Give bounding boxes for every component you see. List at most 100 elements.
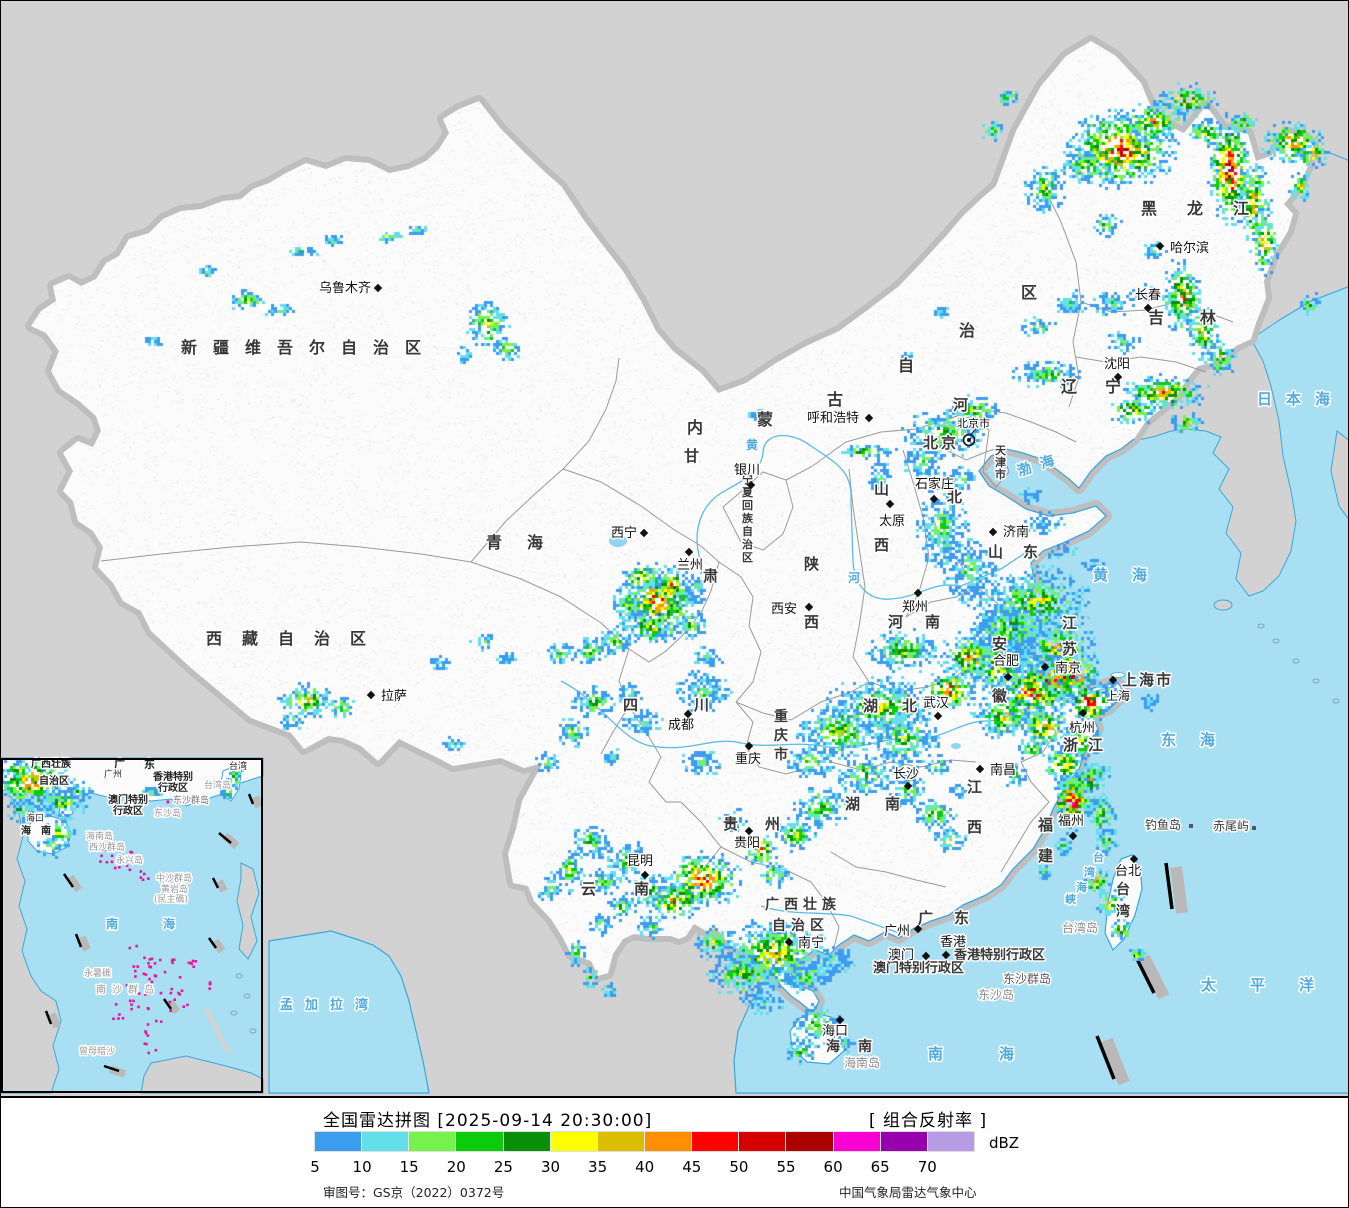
legend-tick: 60 [823,1158,843,1176]
province-label: 甘 [684,447,699,465]
legend-tick: 65 [870,1158,890,1176]
legend-swatch [880,1132,927,1151]
island-dot [146,1023,150,1026]
island-dot [134,975,137,978]
island-label: 东沙群岛 [1003,971,1051,986]
province-label: 建 [1038,847,1054,865]
legend-tick: 15 [399,1158,419,1176]
island-dot [177,991,180,995]
inset-label: 永暑礁 [84,967,111,979]
island-dot [110,854,114,858]
city-marker [975,764,985,774]
island-dot [110,860,114,864]
legend-tick: 35 [588,1158,608,1176]
legend-swatch [315,1132,362,1151]
island-dot [143,1042,147,1046]
legend-unit: dBZ [989,1134,1020,1152]
city-marker [1155,241,1165,251]
island-dot [171,958,175,961]
island-dot [148,958,152,961]
inset-label: (民主礁) [154,893,188,905]
island-dot [137,992,141,995]
city-label: 呼和浩特 [807,411,859,426]
inset-label: 南 [41,824,51,837]
city-marker [885,499,895,509]
island-dot [171,961,174,965]
island-dot [159,991,163,995]
province-label: 山 [874,480,889,498]
sea-label: 孟加拉湾 [280,997,380,1013]
inset-label: 曾母暗沙 [79,1045,115,1057]
city-marker [929,494,939,504]
city-marker [744,826,754,836]
sea-label: 日本海 [1257,390,1344,408]
sea-label: 河 [847,570,860,585]
island-dot [178,976,182,979]
province-label: 河 [953,396,968,414]
province-label: 云南 [581,880,687,898]
legend-panel: 全国雷达拼图 [2025-09-14 20:30:00] [ 组合反射率 ] d… [1,1098,1348,1207]
city-label: 重庆 [735,751,761,767]
inset-label: 中沙群岛 [156,872,192,884]
province-label: 山东 [988,543,1058,561]
province-label: 江 [1062,614,1077,632]
city-marker [1143,303,1153,313]
island-dot [125,984,129,987]
city-label: 合肥 [993,654,1019,669]
island-dot [134,969,137,973]
province-label: 苏 [1062,640,1077,658]
city-label: 香港 [940,935,966,950]
island-dot [132,965,135,968]
legend-tick: 25 [493,1158,513,1176]
city-label: 南昌 [990,762,1016,778]
inset-label: 台湾 [229,760,247,772]
inset-label: 东沙群岛 [173,794,209,806]
island-dot [146,1007,150,1010]
island-dot [114,1003,118,1006]
island-dot [144,1030,147,1033]
province-label: 夏 [742,486,754,499]
city-label: 贵阳 [734,836,760,851]
island-dot [166,800,170,803]
island-dot [186,1003,189,1007]
province-label: 西 [967,818,982,836]
legend-tick: 30 [540,1158,561,1176]
inset-label: 行政区 [112,804,143,817]
island-dot [208,982,212,986]
island-dot [159,958,162,962]
city-label: 沈阳 [1104,357,1130,372]
island-dot [182,1005,185,1008]
province-label: 澳门特别行政区 [873,960,964,976]
island-dot [187,961,191,965]
inset-label: 海口 [26,812,44,824]
inset-label: 海 [21,824,31,837]
province-label: 福 [1037,816,1053,834]
island-dot [144,1031,148,1035]
city-label: 上海 [1106,688,1130,703]
island-dot [153,962,157,965]
legend-swatch [503,1132,550,1151]
data-source: 中国气象局雷达气象中心 [839,1185,977,1200]
island-dot [122,859,125,862]
city-label: 南京 [1055,660,1081,676]
province-label: 吉林 [1148,308,1252,327]
island-dot [169,1009,172,1013]
city-marker [1108,675,1118,685]
province-label: 湾 [1116,903,1130,920]
city-marker [373,283,383,293]
legend-tick: 50 [729,1158,749,1176]
city-label: 台北 [1115,864,1141,879]
city-label: 长春 [1135,288,1161,303]
province-label: 津 [995,455,1006,469]
island-dot [159,1020,163,1023]
city-marker [784,937,794,947]
province-label: 广西壮族 [765,896,841,913]
island-dot [103,848,107,852]
province-label: 自 [898,356,914,375]
city-marker [683,709,693,719]
island-dot [148,977,151,981]
province-label: 北京 [923,434,959,452]
island-dot [170,987,174,991]
island-dot [150,980,154,984]
